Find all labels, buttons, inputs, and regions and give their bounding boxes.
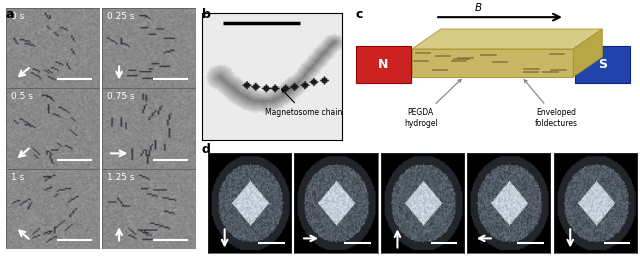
Text: 0 s: 0 s [11,12,24,21]
Text: c: c [355,8,363,21]
Text: 0.5 s: 0.5 s [11,92,33,101]
Text: S: S [598,58,607,71]
Text: b: b [202,8,211,21]
Polygon shape [573,29,602,77]
Text: N: N [378,58,388,71]
Text: a: a [5,8,13,21]
Text: d: d [202,143,211,155]
Text: 0.25 s: 0.25 s [107,12,134,21]
Text: 1.25 s: 1.25 s [107,173,134,182]
Text: 1 s: 1 s [11,173,24,182]
Polygon shape [412,49,573,77]
Polygon shape [412,29,602,49]
Text: Enveloped
foldectures: Enveloped foldectures [524,80,578,128]
Text: Magnetosome chain: Magnetosome chain [265,89,342,117]
Text: PEGDA
hydrogel: PEGDA hydrogel [404,79,461,128]
Text: B: B [475,3,482,13]
FancyBboxPatch shape [575,46,630,83]
Text: 0.75 s: 0.75 s [107,92,134,101]
FancyBboxPatch shape [356,46,411,83]
